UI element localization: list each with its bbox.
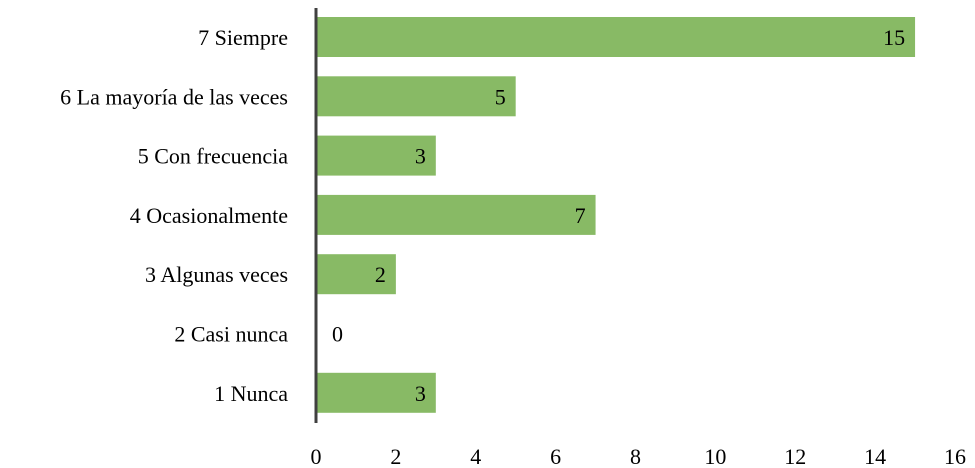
category-label-6-la-mayoria-de-las-veces: 6 La mayoría de las veces [60,84,288,109]
data-label-6-la-mayoria-de-las-veces: 5 [495,84,506,109]
data-label-7-siempre: 15 [883,25,905,50]
bars-group [316,17,916,413]
category-labels: 7 Siempre 6 La mayoría de las veces 5 Con … [60,25,288,406]
data-label-4-ocasionalmente: 7 [575,203,586,228]
category-label-1-nunca: 1 Nunca [214,381,288,406]
data-labels: 15 5 3 7 2 0 3 [332,25,905,406]
category-label-7-siempre: 7 Siempre [198,25,288,50]
data-label-2-casi-nunca: 0 [332,322,343,347]
bar-7-siempre [316,17,916,57]
x-tick-label-2: 2 [390,444,401,468]
x-tick-label-0: 0 [311,444,322,468]
bar-5-con-frecuencia [316,135,436,176]
x-tick-label-16: 16 [944,444,966,468]
bar-4-ocasionalmente [316,194,596,235]
category-label-4-ocasionalmente: 4 Ocasionalmente [130,203,288,228]
data-label-1-nunca: 3 [415,381,426,406]
x-tick-label-10: 10 [704,444,726,468]
x-tick-label-8: 8 [630,444,641,468]
category-label-5-con-frecuencia: 5 Con frecuencia [138,144,288,169]
x-tick-label-14: 14 [864,444,886,468]
bar-1-nunca [316,372,436,413]
x-tick-label-6: 6 [550,444,561,468]
x-tick-label-4: 4 [470,444,481,468]
data-label-3-algunas-veces: 2 [375,262,386,287]
category-label-2-casi-nunca: 2 Casi nunca [174,322,288,347]
category-label-3-algunas-veces: 3 Algunas veces [145,262,288,287]
bar-3-algunas-veces [316,254,396,295]
data-label-5-con-frecuencia: 3 [415,144,426,169]
bar-6-la-mayoria-de-las-veces [316,76,516,117]
x-tick-labels: 0 2 4 6 8 10 12 14 16 [311,444,967,468]
x-tick-label-12: 12 [784,444,806,468]
